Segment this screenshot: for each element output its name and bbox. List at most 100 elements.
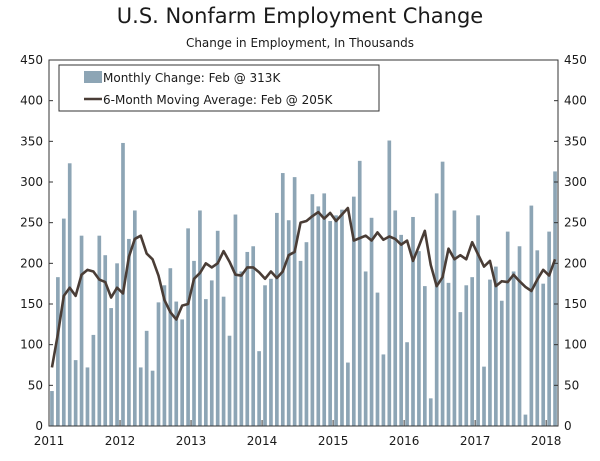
legend-bar-swatch	[84, 71, 102, 83]
y-tick-label-left: 150	[20, 297, 43, 311]
bar-mark	[156, 302, 161, 426]
bar-mark	[381, 354, 386, 426]
bar-mark	[79, 235, 84, 426]
y-tick-label-right: 300	[564, 175, 587, 189]
bar-mark	[482, 366, 486, 426]
moving-average-line	[50, 206, 557, 368]
bar-mark	[275, 212, 279, 426]
bar-mark	[186, 228, 190, 426]
y-tick-label-right: 100	[564, 338, 587, 352]
bar-mark	[91, 334, 96, 426]
bar-mark	[251, 246, 256, 426]
bar-mark	[476, 215, 480, 426]
bar-mark	[494, 266, 498, 426]
bar-mark	[85, 367, 90, 426]
bar-mark	[162, 285, 167, 426]
x-tick-label: 2012	[105, 434, 136, 448]
bar-mark	[553, 171, 557, 426]
y-tick-label-left: 250	[20, 216, 43, 230]
bar-mark	[280, 173, 285, 426]
y-tick-label-right: 400	[564, 94, 587, 108]
legend-label-moving-average: 6-Month Moving Average: Feb @ 205K	[103, 93, 333, 107]
bar-mark	[511, 271, 516, 426]
bar-mark	[245, 251, 250, 426]
bar-mark	[488, 279, 492, 426]
bar-mark	[192, 260, 196, 426]
legend-box	[58, 64, 380, 112]
bar-mark	[547, 231, 551, 426]
bar-mark	[144, 330, 149, 426]
x-tick-label: 2013	[176, 434, 207, 448]
bar-mark	[452, 210, 457, 426]
bar-mark	[239, 271, 244, 426]
y-tick-label-left: 50	[28, 378, 43, 392]
bar-mark	[215, 230, 220, 426]
y-tick-label-right: 350	[564, 134, 587, 148]
bar-mark	[499, 300, 504, 426]
bar-mark	[204, 299, 208, 426]
bar-mark	[304, 242, 309, 426]
bar-mark	[322, 193, 327, 426]
bar-mark	[97, 235, 102, 426]
bar-mark	[529, 205, 534, 426]
bar-mark	[286, 220, 291, 426]
bar-mark	[257, 351, 261, 426]
bar-mark	[405, 342, 409, 426]
bar-mark	[346, 362, 350, 426]
bar-mark	[209, 280, 214, 426]
y-tick-label-right: 50	[564, 378, 579, 392]
bar-mark	[446, 282, 451, 426]
y-tick-label-right: 450	[564, 53, 587, 67]
bar-mark	[517, 246, 522, 426]
bar-mark	[221, 296, 226, 426]
bar-mark	[174, 301, 179, 426]
bar-mark	[393, 210, 398, 426]
bar-mark	[458, 312, 463, 426]
bar-mark	[340, 209, 344, 426]
y-tick-label-left: 300	[20, 175, 43, 189]
y-tick-label-right: 250	[564, 216, 587, 230]
bar-mark	[310, 194, 315, 426]
bar-mark	[168, 268, 173, 426]
bar-mark	[109, 308, 113, 426]
bar-mark	[198, 210, 202, 426]
y-tick-label-left: 200	[20, 256, 43, 270]
y-tick-label-right: 200	[564, 256, 587, 270]
bar-mark	[233, 214, 238, 426]
bar-mark	[328, 221, 332, 426]
bar-mark	[417, 251, 421, 426]
bar-mark	[369, 217, 374, 426]
bar-mark	[428, 398, 433, 426]
chart-title: U.S. Nonfarm Employment Change	[116, 4, 484, 28]
y-tick-label-left: 0	[35, 419, 43, 433]
bar-mark	[535, 250, 540, 426]
bar-mark	[292, 177, 297, 426]
bar-mark	[387, 140, 392, 426]
bar-mark	[440, 161, 445, 427]
bar-mark	[434, 193, 439, 426]
bar-mark	[523, 414, 528, 426]
y-tick-label-left: 350	[20, 134, 43, 148]
x-tick-label: 2016	[389, 434, 420, 448]
bar-mark	[127, 238, 131, 426]
x-tick-label: 2014	[247, 434, 278, 448]
x-tick-label: 2015	[318, 434, 349, 448]
bar-mark	[121, 142, 125, 426]
y-tick-label-left: 400	[20, 94, 43, 108]
bar-mark	[50, 391, 54, 426]
bar-mark	[103, 255, 108, 426]
bar-mark	[180, 319, 184, 426]
bar-mark	[505, 231, 510, 426]
chart-subtitle: Change in Employment, In Thousands	[185, 36, 415, 50]
y-tick-label-right: 0	[564, 419, 572, 433]
bar-mark	[263, 285, 267, 426]
bar-mark	[334, 215, 338, 426]
bar-mark	[363, 271, 368, 426]
plot-area-border	[48, 59, 559, 427]
bar-mark	[316, 206, 321, 426]
bar-mark	[227, 335, 232, 426]
bar-mark	[351, 196, 356, 426]
bar-mark	[138, 367, 143, 426]
y-tick-label-left: 450	[20, 53, 43, 67]
